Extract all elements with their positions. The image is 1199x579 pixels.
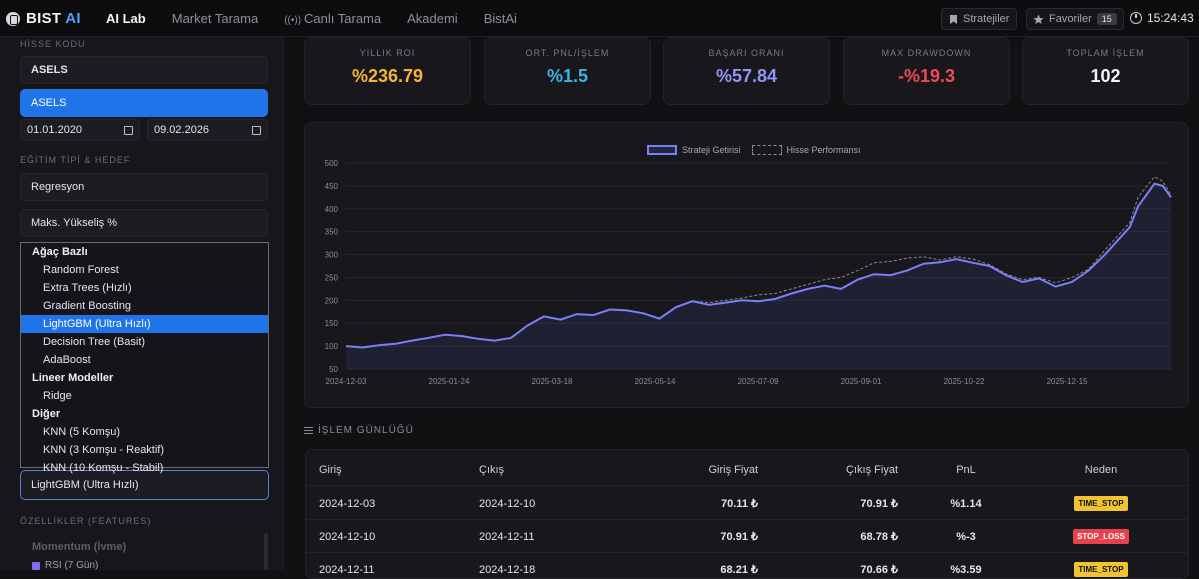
model-option[interactable]: KNN (3 Komşu - Reaktif) [43,444,165,456]
stat-value: %236.79 [351,66,424,86]
main-nav: AI Lab Market Tarama ((•)) Canlı Tarama A… [106,11,543,26]
nav-ai-lab[interactable]: AI Lab [106,11,146,26]
date-start-input[interactable]: 01.01.2020 [20,119,140,141]
dropdown-group: Ağaç Bazlı [32,246,88,258]
stat-value: 102 [1090,66,1121,86]
favorites-button[interactable]: Favoriler 15 [1026,8,1124,30]
model-option[interactable]: Ridge [43,390,72,402]
stat-label: TOPLAM İŞLEM [1066,48,1145,58]
clock: 15:24:43 [1130,11,1194,25]
clock-time: 15:24:43 [1147,11,1194,25]
bookmark-icon [950,14,957,24]
stat-card-success-rate: BAŞARI ORANI %57.84 [663,37,830,105]
training-type-select[interactable]: Regresyon [20,173,268,201]
legend-swatch-stock[interactable] [751,145,782,155]
favorites-count-badge: 15 [1096,13,1117,25]
strategies-button[interactable]: Stratejiler [941,8,1018,30]
stock-code-label: HİSSE KODU [20,39,86,49]
nav-akademi[interactable]: Akademi [407,11,458,26]
reason-badge: STOP_LOSS [1073,529,1129,544]
dropdown-group: Lineer Modeller [32,372,114,384]
trade-log-title: İŞLEM GÜNLÜĞÜ [304,425,414,436]
col-reason[interactable]: Neden [1084,463,1118,476]
table-row[interactable]: 2024-12-10 2024-12-11 70.91 ₺ 68.78 ₺ %-… [306,520,1188,553]
training-label: EĞİTİM TİPİ & HEDEF [20,155,131,165]
stat-card-avg-pnl: ORT. PNL/İŞLEM %1.5 [484,37,651,105]
chart-panel [304,122,1189,408]
model-option[interactable]: KNN (10 Komşu - Stabil) [43,462,164,474]
nav-bistai[interactable]: BistAi [483,11,517,26]
nav-canli-tarama[interactable]: ((•)) Canlı Tarama [284,11,382,26]
trade-log-table: Giriş Çıkış Giriş Fiyat Çıkış Fiyat PnL … [305,449,1189,579]
col-pnl[interactable]: PnL [956,463,976,476]
nav-market-tarama[interactable]: Market Tarama [171,11,259,26]
stat-label: ORT. PNL/İŞLEM [525,48,610,58]
stock-input[interactable]: ASELS [20,56,268,84]
clock-icon [1130,12,1142,24]
model-option[interactable]: Extra Trees (Hızlı) [43,282,132,294]
model-option[interactable]: Decision Tree (Basit) [43,336,146,348]
table-row[interactable]: 2024-12-11 2024-12-18 68.21 ₺ 70.66 ₺ %3… [306,553,1188,578]
list-icon [304,427,313,434]
col-entry-price[interactable]: Giriş Fiyat [708,463,759,476]
broadcast-icon: ((•)) [284,15,302,26]
sidebar: HİSSE KODU ASELS ASELS 01.01.2020 09.02.… [0,37,284,571]
dropdown-group: Diğer [32,408,61,420]
legend-label-strategy: Strateji Getirisi [682,145,741,155]
star-icon [1033,14,1044,24]
feature-group-label: Momentum (İvme) [32,541,127,553]
stat-label: YILLIK ROI [359,48,416,58]
top-nav: BIST AI AI Lab Market Tarama ((•)) Canlı … [0,0,1199,37]
stat-card-max-drawdown: MAX DRAWDOWN -%19.3 [843,37,1010,105]
calendar-icon[interactable] [124,125,133,135]
bull-logo-icon [6,11,20,26]
stat-label: MAX DRAWDOWN [881,48,972,58]
checkbox-icon[interactable] [32,561,40,570]
model-option[interactable]: Gradient Boosting [43,300,132,312]
reason-badge: TIME_STOP [1074,496,1128,511]
model-dropdown-list: Ağaç Bazlı Random Forest Extra Trees (Hı… [20,242,269,474]
legend-swatch-strategy[interactable] [647,145,677,155]
features-label: ÖZELLİKLER (FEATURES) [20,516,152,526]
date-end-input[interactable]: 09.02.2026 [147,119,268,141]
stock-suggestion[interactable]: ASELS [20,89,268,117]
model-option[interactable]: Random Forest [43,264,119,276]
stat-value: -%19.3 [897,66,956,86]
stat-card-roi: YILLIK ROI %236.79 [304,37,471,105]
scrollbar[interactable] [264,533,268,570]
stat-value: %1.5 [546,66,589,86]
col-entry[interactable]: Giriş [319,463,342,476]
table-row[interactable]: 2024-12-03 2024-12-10 70.11 ₺ 70.91 ₺ %1… [306,487,1188,520]
legend-label-stock: Hisse Performansı [786,145,861,155]
model-option-selected[interactable]: LightGBM (Ultra Hızlı) [21,315,268,333]
logo-text: BIST [26,10,62,27]
logo-accent: AI [65,10,81,27]
model-option[interactable]: AdaBoost [43,354,91,366]
feature-item[interactable]: RSI (7 Gün) [32,560,98,571]
stat-value: %57.84 [715,66,778,86]
chart-legend: Strateji Getirisi Hisse Performansı [647,145,861,155]
model-select[interactable]: LightGBM (Ultra Hızlı) [20,470,269,500]
col-exit-price[interactable]: Çıkış Fiyat [846,463,898,476]
model-option[interactable]: KNN (5 Komşu) [43,426,121,438]
table-header: Giriş Çıkış Giriş Fiyat Çıkış Fiyat PnL … [306,453,1188,486]
stat-label: BAŞARI ORANI [708,48,785,58]
stat-card-total-trades: TOPLAM İŞLEM 102 [1022,37,1189,105]
target-select[interactable]: Maks. Yükseliş % [20,209,268,237]
col-exit[interactable]: Çıkış [479,463,505,476]
logo[interactable]: BIST AI [6,10,81,27]
calendar-icon[interactable] [252,125,261,135]
